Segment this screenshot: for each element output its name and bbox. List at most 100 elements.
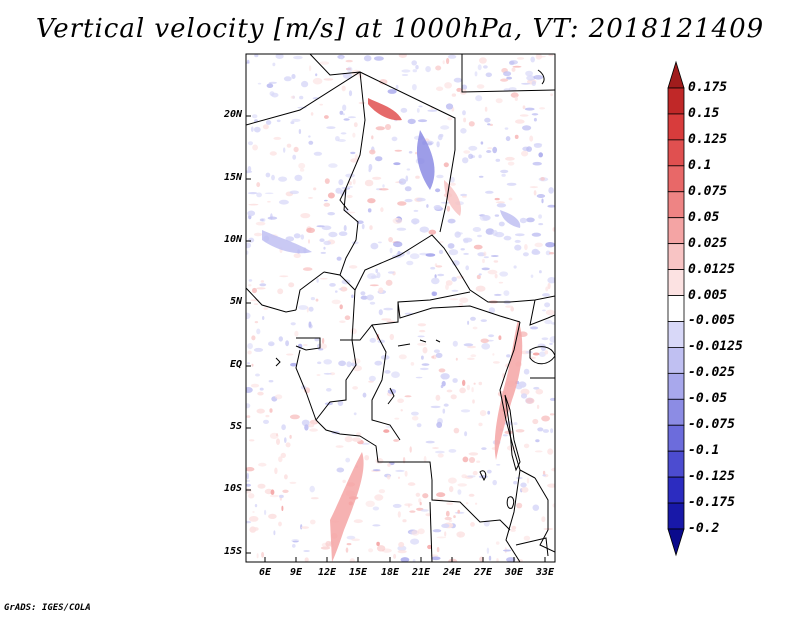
velocity-speckle: [248, 493, 255, 499]
velocity-speckle: [413, 209, 419, 212]
velocity-speckle: [282, 489, 289, 493]
velocity-speckle: [289, 434, 292, 439]
velocity-speckle: [534, 242, 543, 248]
velocity-speckle: [486, 469, 492, 474]
velocity-speckle: [344, 315, 351, 321]
velocity-speckle: [541, 415, 550, 422]
velocity-speckle: [447, 218, 456, 224]
velocity-speckle: [349, 265, 358, 269]
velocity-speckle: [308, 140, 314, 145]
velocity-speckle: [521, 486, 529, 493]
velocity-speckle: [525, 397, 535, 404]
velocity-speckle: [249, 526, 257, 533]
velocity-speckle: [479, 57, 487, 64]
velocity-speckle: [463, 150, 471, 154]
velocity-speckle: [412, 559, 416, 562]
velocity-speckle: [483, 256, 489, 259]
velocity-speckle: [338, 179, 344, 186]
velocity-speckle: [431, 355, 435, 359]
velocity-speckle: [310, 297, 315, 301]
velocity-speckle: [345, 547, 349, 553]
velocity-speckle: [404, 470, 408, 477]
velocity-speckle: [545, 242, 555, 248]
velocity-speckle: [524, 107, 535, 111]
velocity-speckle: [533, 117, 537, 122]
velocity-speckle: [352, 358, 361, 364]
velocity-speckle: [460, 193, 468, 197]
colorbar-swatch: [667, 87, 685, 115]
velocity-speckle: [495, 541, 500, 545]
velocity-speckle: [526, 75, 536, 81]
velocity-speckle: [493, 293, 502, 296]
velocity-speckle: [335, 290, 338, 293]
velocity-speckle: [321, 337, 325, 344]
axis-ticks: [246, 115, 546, 562]
velocity-speckle: [467, 475, 476, 478]
velocity-speckle: [495, 158, 501, 162]
river-ubangi: [387, 387, 395, 405]
velocity-speckle: [552, 503, 555, 508]
velocity-speckle: [512, 65, 522, 68]
velocity-speckle: [406, 260, 414, 266]
velocity-speckle: [472, 227, 482, 232]
velocity-speckle: [292, 540, 299, 543]
velocity-speckle: [252, 287, 257, 294]
colorbar-swatch: [667, 165, 685, 193]
velocity-speckle: [358, 101, 366, 105]
velocity-speckle: [539, 351, 546, 358]
velocity-speckle: [416, 197, 426, 202]
velocity-speckle: [425, 66, 431, 73]
velocity-speckle: [281, 424, 286, 431]
velocity-speckle: [417, 119, 428, 123]
velocity-speckle: [478, 381, 483, 386]
velocity-speckle: [521, 82, 531, 85]
velocity-speckle: [392, 503, 402, 508]
velocity-speckle: [431, 291, 438, 297]
velocity-speckle: [488, 334, 495, 338]
velocity-speckle: [265, 172, 271, 178]
island-bioko: [275, 357, 281, 367]
velocity-speckle: [260, 280, 265, 283]
velocity-speckle: [449, 298, 459, 301]
velocity-speckle: [345, 59, 353, 63]
velocity-speckle: [475, 502, 478, 505]
velocity-speckle: [247, 166, 252, 173]
velocity-speckle: [269, 151, 277, 156]
velocity-speckle: [542, 293, 550, 297]
velocity-speckle: [487, 147, 493, 150]
velocity-speckle: [514, 233, 525, 237]
velocity-speckle: [267, 216, 278, 220]
velocity-speckle: [547, 204, 555, 208]
velocity-speckle: [310, 112, 314, 116]
velocity-speckle: [462, 157, 469, 164]
velocity-speckle: [536, 194, 546, 198]
velocity-speckle: [427, 544, 432, 550]
velocity-speckle: [348, 90, 353, 97]
velocity-speckle: [538, 223, 544, 226]
velocity-speckle: [524, 244, 528, 251]
velocity-speckle: [445, 284, 449, 290]
border-libya-chad-sudan: [246, 71, 456, 233]
velocity-speckle: [480, 338, 489, 344]
velocity-speckle: [462, 379, 466, 386]
velocity-speckle: [308, 65, 312, 72]
velocity-speckle: [336, 467, 345, 473]
velocity-speckle: [291, 118, 301, 122]
velocity-speckle: [257, 82, 262, 85]
velocity-speckle: [485, 228, 495, 235]
velocity-speckle: [288, 282, 295, 288]
velocity-speckle: [256, 287, 266, 290]
velocity-speckle: [498, 335, 502, 341]
velocity-speckle: [462, 110, 466, 116]
velocity-speckle: [440, 125, 450, 130]
lon-label: 30E: [504, 567, 524, 578]
velocity-speckle: [391, 136, 398, 142]
velocity-speckle: [262, 316, 265, 320]
velocity-speckle: [324, 199, 328, 202]
velocity-speckle: [349, 558, 355, 562]
velocity-speckle: [319, 343, 327, 350]
velocity-speckle: [523, 443, 530, 449]
velocity-speckle: [278, 199, 289, 205]
velocity-speckle: [520, 393, 528, 399]
velocity-speckle: [547, 483, 555, 488]
